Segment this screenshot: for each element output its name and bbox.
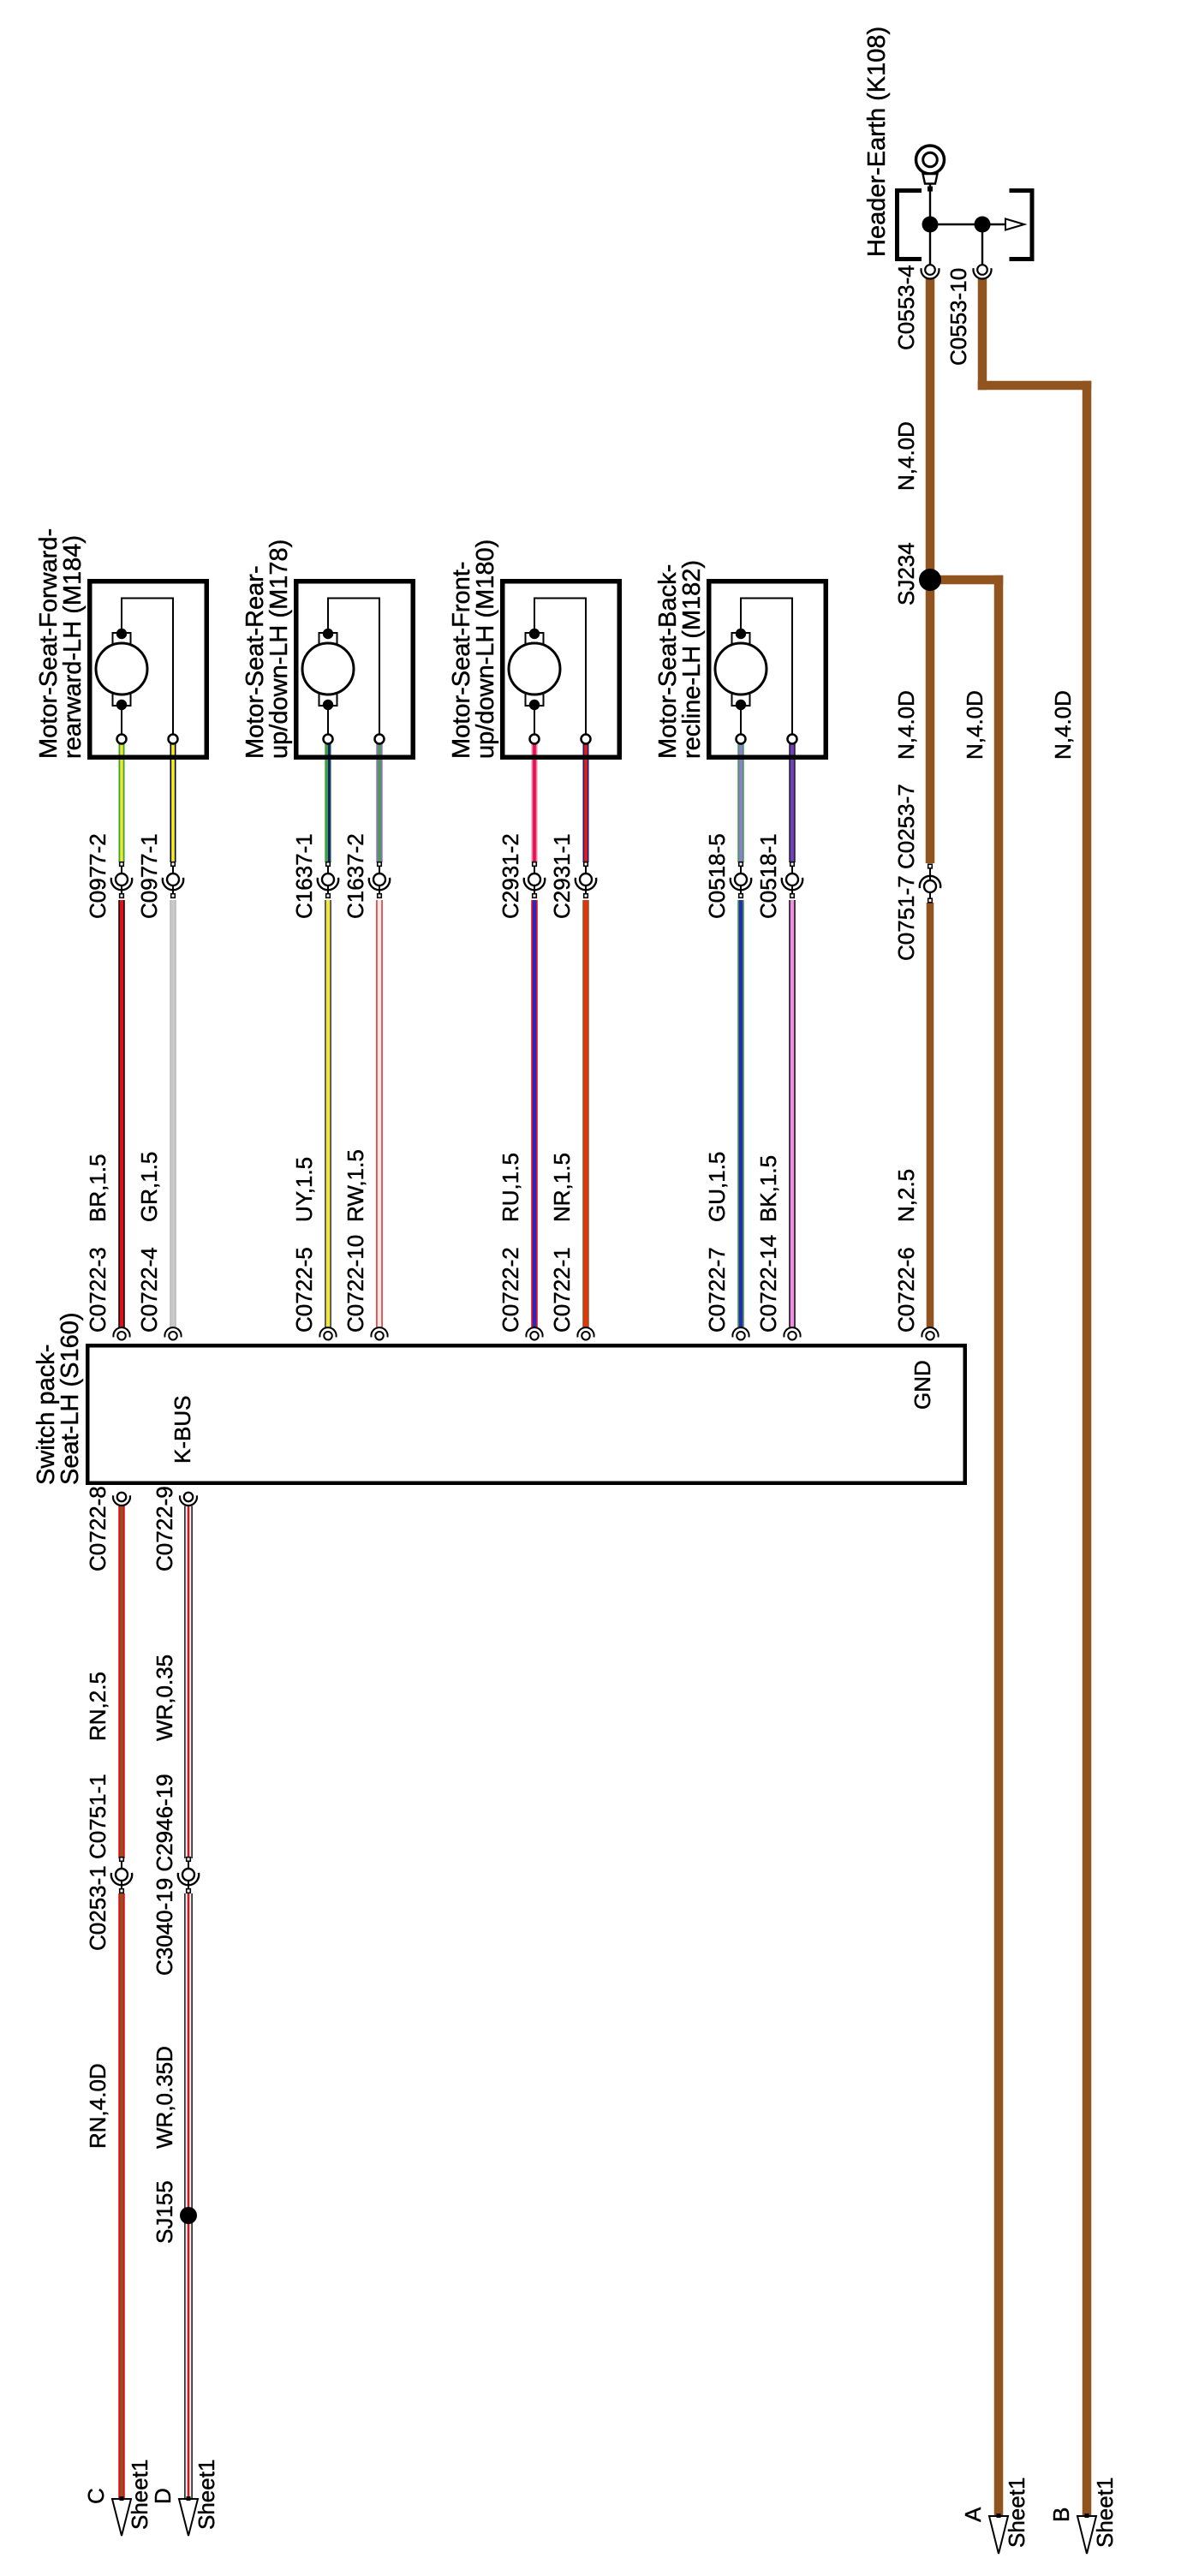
svg-text:N,4.0D: N,4.0D [893,421,919,491]
svg-text:C0977-2: C0977-2 [85,833,110,919]
svg-text:UY,1.5: UY,1.5 [291,1157,317,1222]
svg-text:Motor-Seat-Back-: Motor-Seat-Back- [654,564,682,759]
svg-text:Motor-Seat-Front-: Motor-Seat-Front- [448,562,475,759]
svg-text:recline-LH (M182): recline-LH (M182) [678,560,706,759]
svg-text:C0977-1: C0977-1 [136,833,162,919]
svg-text:Seat-LH (S160): Seat-LH (S160) [57,1313,84,1486]
svg-text:C0518-1: C0518-1 [755,833,781,919]
svg-text:RW,1.5: RW,1.5 [343,1149,368,1222]
svg-text:GND: GND [910,1360,935,1410]
svg-text:Motor-Seat-Forward-: Motor-Seat-Forward- [35,528,63,759]
svg-text:C1637-1: C1637-1 [291,833,317,919]
svg-text:WR,0.35D: WR,0.35D [152,2046,177,2149]
svg-text:C0751-7 C0253-7: C0751-7 C0253-7 [893,784,919,961]
svg-text:C0722-2: C0722-2 [498,1247,523,1333]
svg-text:Header-Earth (K108): Header-Earth (K108) [863,27,891,257]
svg-text:RN,4.0D: RN,4.0D [85,2063,110,2149]
svg-text:Sheet1: Sheet1 [127,2460,152,2530]
svg-text:B: B [1048,2507,1074,2522]
svg-text:N,4.0D: N,4.0D [1050,690,1076,760]
svg-text:C0553-10: C0553-10 [945,268,971,366]
svg-text:SJ155: SJ155 [152,2180,177,2244]
svg-text:C0253-1 C0751-1: C0253-1 C0751-1 [85,1774,110,1951]
svg-text:N,2.5: N,2.5 [893,1169,919,1222]
svg-text:Motor-Seat-Rear-: Motor-Seat-Rear- [242,565,269,759]
svg-text:RN,2.5: RN,2.5 [85,1672,110,1741]
svg-text:C0722-4: C0722-4 [136,1247,162,1333]
svg-text:Sheet1: Sheet1 [1004,2478,1029,2548]
svg-text:C3040-19 C2946-19: C3040-19 C2946-19 [152,1774,177,1976]
svg-text:K-BUS: K-BUS [170,1396,195,1464]
svg-text:up/down-LH (M178): up/down-LH (M178) [265,540,293,759]
svg-text:SJ234: SJ234 [893,542,919,605]
svg-text:C0722-14: C0722-14 [755,1235,781,1333]
svg-text:C: C [83,2488,109,2504]
svg-text:NR,1.5: NR,1.5 [549,1153,575,1222]
svg-text:C2931-1: C2931-1 [549,833,575,919]
svg-text:N,4.0D: N,4.0D [893,690,919,760]
svg-text:GU,1.5: GU,1.5 [704,1152,730,1222]
svg-text:C0722-6: C0722-6 [893,1247,919,1333]
svg-text:GR,1.5: GR,1.5 [136,1152,162,1222]
svg-text:BK,1.5: BK,1.5 [755,1155,781,1222]
svg-text:C2931-2: C2931-2 [498,833,523,919]
svg-text:C0722-10: C0722-10 [343,1235,368,1333]
svg-text:up/down-LH (M180): up/down-LH (M180) [472,540,499,759]
svg-text:BR,1.5: BR,1.5 [85,1154,110,1223]
svg-text:C0518-5: C0518-5 [704,833,730,919]
svg-text:Switch pack-: Switch pack- [33,1345,60,1485]
svg-text:Sheet1: Sheet1 [194,2460,219,2530]
svg-text:C0722-9: C0722-9 [152,1486,177,1571]
svg-text:WR,0.35: WR,0.35 [152,1655,177,1741]
svg-text:N,4.0D: N,4.0D [962,690,987,760]
svg-text:C0722-3: C0722-3 [85,1247,110,1333]
svg-text:C0722-5: C0722-5 [291,1247,317,1333]
svg-text:A: A [960,2507,986,2522]
svg-text:rearward-LH (M184): rearward-LH (M184) [59,535,86,759]
svg-text:C1637-2: C1637-2 [343,833,368,919]
svg-text:C0722-1: C0722-1 [549,1247,575,1333]
svg-text:D: D [150,2488,176,2504]
svg-text:C0553-4: C0553-4 [893,265,919,350]
svg-text:C0722-7: C0722-7 [704,1247,730,1333]
svg-text:C0722-8: C0722-8 [85,1486,110,1571]
svg-text:Sheet1: Sheet1 [1092,2478,1118,2548]
svg-text:RU,1.5: RU,1.5 [498,1153,523,1222]
